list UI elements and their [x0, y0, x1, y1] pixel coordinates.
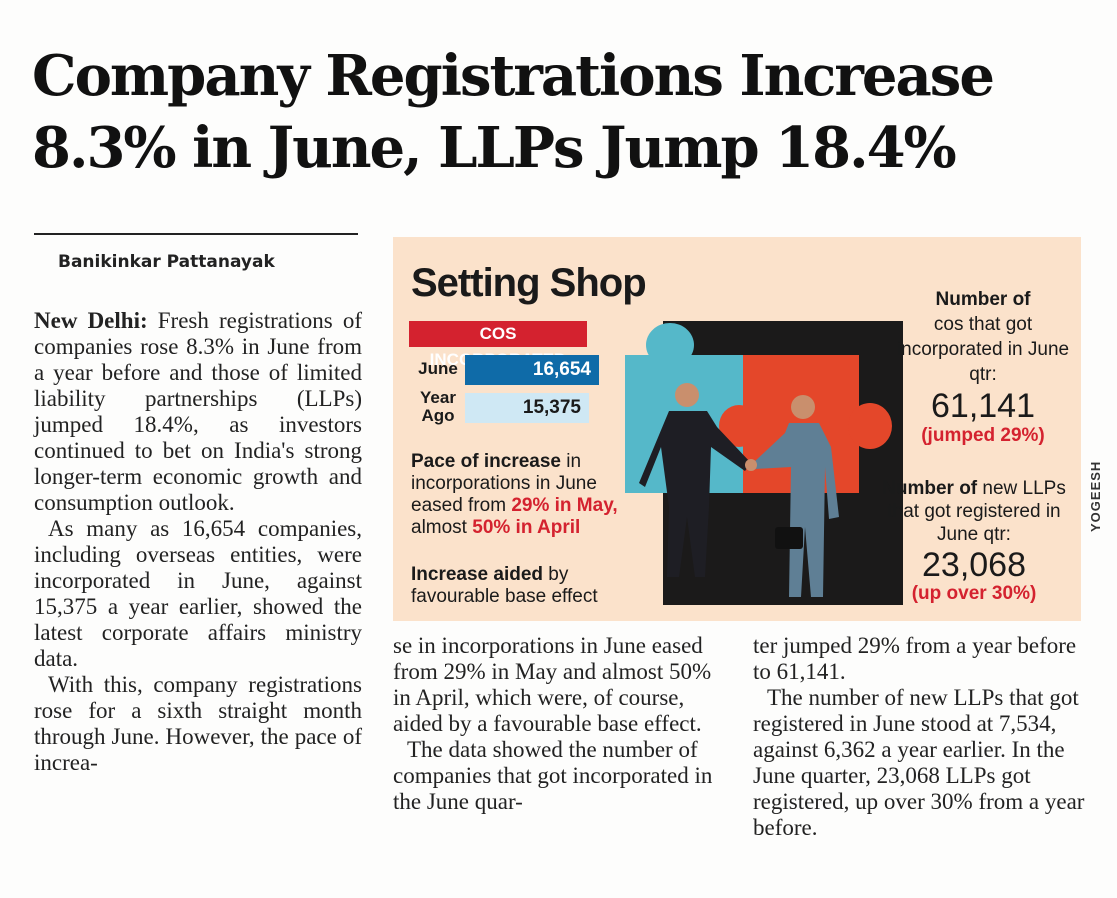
article-paragraph: se in incorporations in June eased from …: [393, 633, 712, 736]
llp-value: 23,068: [922, 546, 1026, 584]
byline-rule: [34, 233, 358, 235]
pace-note: Pace of increase in incorporations in Ju…: [411, 451, 641, 539]
puzzle-piece-red-tab: [848, 403, 892, 449]
businessman-right: [753, 395, 839, 597]
article-paragraph: New Delhi: Fresh registrations of compan…: [34, 308, 362, 516]
artist-credit: YOGEESH: [1088, 460, 1103, 532]
data-label: 15,375: [522, 397, 581, 418]
infographic: Setting Shop COS INCORPORATED June Year …: [393, 237, 1081, 621]
bar-year-ago: 15,375: [465, 393, 589, 423]
article-column-1: New Delhi: Fresh registrations of compan…: [34, 308, 362, 776]
businessman-left: [639, 383, 751, 577]
article-paragraph: The data showed the number of companies …: [393, 737, 713, 814]
llp-bold: Number of: [882, 478, 978, 499]
handshake-illustration: [639, 383, 839, 597]
article-paragraph: The number of new LLPs that got register…: [753, 685, 1085, 840]
aided-note: Increase aided by favourable base effect: [411, 564, 641, 608]
qtr-bold: Number of: [935, 289, 1031, 310]
aided-text: by favourable base effect: [411, 564, 598, 607]
qtr-value: 61,141: [931, 387, 1035, 425]
pace-bold: Pace of increase: [411, 451, 561, 472]
qtr-text: cos that got incorporated in June qtr:: [896, 314, 1070, 385]
year-label: Year: [420, 388, 456, 407]
chart-title: COS INCORPORATED: [409, 321, 587, 369]
dateline: New Delhi:: [34, 308, 148, 333]
pace-text: in incorporations in June eased from: [411, 451, 597, 516]
ago-label: Ago: [421, 406, 455, 425]
pace-mid: almost: [411, 517, 473, 538]
category-label: June: [418, 359, 458, 378]
byline: Banikinkar Pattanayak: [58, 252, 275, 272]
qtr-change: (jumped 29%): [921, 425, 1045, 446]
paragraph-text: Fresh registrations of companies rose 8.…: [34, 308, 363, 515]
pace-april: 50% in April: [472, 517, 581, 538]
article-paragraph: As many as 16,654 companies, including o…: [34, 516, 362, 671]
quarter-cos-stat: Number of cos that got incorporated in J…: [893, 287, 1073, 448]
aided-bold: Increase aided: [411, 564, 544, 585]
article-paragraph: ter jumped 29% from a year before to 61,…: [753, 633, 1077, 684]
pace-may: 29% in May,: [511, 495, 618, 516]
headline: Company Registrations Increase 8.3% in J…: [32, 40, 1092, 184]
category-label-year-ago: Year Ago: [415, 389, 461, 425]
llp-text: new LLPs that got registered in June qtr…: [887, 478, 1066, 545]
headline-line-1: Company Registrations Increase: [32, 43, 995, 109]
llp-change: (up over 30%): [911, 583, 1037, 604]
article-column-3: ter jumped 29% from a year before to 61,…: [753, 633, 1091, 841]
headline-line-2: 8.3% in June, LLPs Jump 18.4%: [32, 115, 957, 181]
article-column-2: se in incorporations in June eased from …: [393, 633, 733, 815]
bar-june: 16,654: [465, 355, 599, 385]
data-label: 16,654: [532, 359, 591, 380]
infographic-title: Setting Shop: [411, 261, 647, 305]
quarter-llp-stat: Number of new LLPs that got registered i…: [871, 477, 1077, 605]
article-paragraph: With this, company registrations rose fo…: [34, 672, 362, 775]
